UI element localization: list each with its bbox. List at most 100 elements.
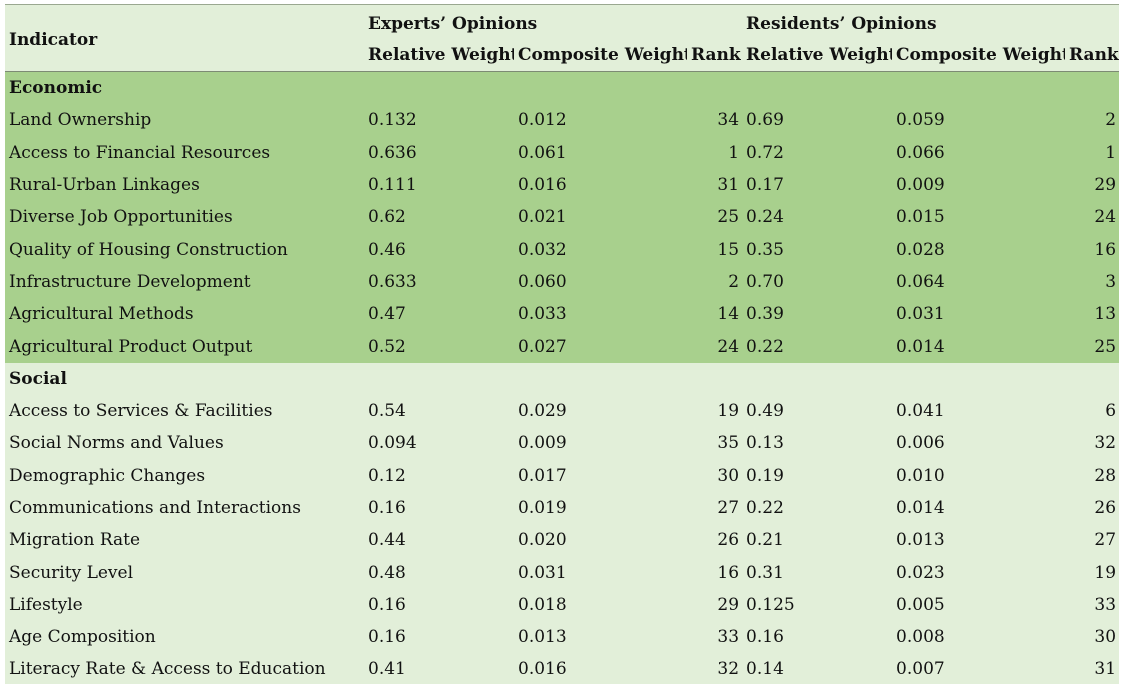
cell-experts-relative-weight: 0.633 bbox=[364, 265, 514, 299]
cell-residents-relative-weight: 0.22 bbox=[742, 330, 893, 363]
cell-residents-rank: 1 bbox=[1065, 136, 1120, 169]
indicator-weights-table: Indicator Experts’ Opinions Residents’ O… bbox=[5, 5, 1120, 686]
cell-experts-composite-weight: 0.033 bbox=[514, 298, 687, 331]
table-row: Diverse Job Opportunities 0.62 0.021 25 0.24… bbox=[5, 201, 1120, 234]
cell-experts-relative-weight: 0.62 bbox=[364, 201, 514, 234]
table-row: Lifestyle 0.16 0.018 29 0.125 0.005 33 bbox=[5, 589, 1119, 621]
table-row: Agricultural Methods 0.47 0.033 14 0.39 0.031… bbox=[5, 298, 1120, 331]
cell-residents-relative-weight: 0.125 bbox=[746, 594, 795, 615]
cell-residents-rank: 31 bbox=[1094, 659, 1117, 680]
cell-residents-relative-weight: 0.39 bbox=[742, 298, 893, 331]
cell-residents-rank: 32 bbox=[1094, 433, 1117, 454]
header-row-groups: Indicator Experts’ Opinions Residents’ O… bbox=[5, 5, 1119, 50]
section-row-social: Social bbox=[5, 363, 1119, 395]
cell-indicator: Migration Rate bbox=[9, 530, 141, 551]
header-experts-opinions: Experts’ Opinions bbox=[368, 13, 538, 34]
cell-experts-relative-weight: 0.47 bbox=[364, 298, 514, 331]
header-residents-rank: Rank bbox=[1069, 45, 1119, 65]
cell-indicator: Diverse Job Opportunities bbox=[5, 201, 364, 234]
cell-experts-relative-weight: 0.52 bbox=[364, 330, 514, 363]
cell-experts-rank: 24 bbox=[687, 330, 743, 363]
cell-indicator: Access to Services & Facilities bbox=[9, 401, 273, 422]
cell-residents-relative-weight: 0.17 bbox=[742, 168, 893, 202]
header-residents-opinions: Residents’ Opinions bbox=[746, 13, 937, 34]
cell-indicator: Agricultural Product Output bbox=[5, 330, 364, 363]
header-indicator: Indicator bbox=[9, 29, 98, 50]
cell-residents-rank: 13 bbox=[1065, 298, 1120, 331]
table-row: Rural-Urban Linkages 0.111 0.016 31 0.17 0.00… bbox=[5, 168, 1120, 202]
cell-experts-rank: 1 bbox=[687, 136, 743, 169]
cell-residents-composite-weight: 0.041 bbox=[896, 401, 945, 422]
cell-residents-composite-weight: 0.064 bbox=[892, 265, 1066, 299]
cell-experts-composite-weight: 0.032 bbox=[514, 233, 687, 266]
cell-experts-rank: 14 bbox=[687, 298, 743, 331]
cell-experts-composite-weight: 0.061 bbox=[514, 136, 687, 169]
table-row: Infrastructure Development 0.633 0.060 2 0.7… bbox=[5, 265, 1120, 299]
cell-residents-rank: 6 bbox=[1105, 401, 1117, 422]
cell-experts-rank: 33 bbox=[717, 627, 740, 648]
cell-experts-rank: 27 bbox=[717, 498, 740, 518]
cell-experts-relative-weight: 0.16 bbox=[368, 594, 406, 615]
cell-residents-rank: 30 bbox=[1094, 627, 1117, 648]
cell-experts-relative-weight: 0.16 bbox=[368, 498, 406, 518]
cell-residents-rank: 24 bbox=[1065, 201, 1120, 234]
cell-indicator: Infrastructure Development bbox=[5, 265, 364, 299]
cell-residents-relative-weight: 0.22 bbox=[746, 498, 784, 518]
cell-residents-rank: 19 bbox=[1094, 562, 1117, 583]
header-experts-relative-weight: Relative Weight bbox=[368, 45, 514, 65]
cell-residents-composite-weight: 0.006 bbox=[896, 433, 945, 454]
cell-experts-composite-weight: 0.018 bbox=[518, 594, 567, 615]
indicator-weights-table-container: Indicator Experts’ Opinions Residents’ O… bbox=[5, 4, 1120, 686]
cell-experts-composite-weight: 0.029 bbox=[518, 401, 567, 422]
section-title: Social bbox=[9, 368, 67, 389]
table-row: Security Level 0.48 0.031 16 0.31 0.023 19 bbox=[5, 556, 1119, 588]
cell-residents-rank: 27 bbox=[1094, 530, 1117, 551]
cell-experts-relative-weight: 0.12 bbox=[368, 465, 406, 486]
section-title: Economic bbox=[5, 71, 1120, 105]
cell-experts-composite-weight: 0.060 bbox=[514, 265, 687, 299]
cell-experts-rank: 25 bbox=[687, 201, 743, 234]
cell-residents-relative-weight: 0.72 bbox=[742, 136, 893, 169]
cell-residents-composite-weight: 0.031 bbox=[892, 298, 1066, 331]
table-row: Literacy Rate & Access to Education 0.41 0… bbox=[5, 653, 1119, 685]
header-row-columns: Relative Weight Composite Weight Rank Re… bbox=[5, 39, 1120, 72]
cell-experts-relative-weight: 0.46 bbox=[364, 233, 514, 266]
cell-experts-composite-weight: 0.016 bbox=[518, 659, 567, 680]
cell-experts-composite-weight: 0.021 bbox=[514, 201, 687, 234]
cell-experts-composite-weight: 0.020 bbox=[518, 530, 567, 551]
table-row: Communications and Interactions 0.16 0.019… bbox=[5, 492, 1119, 524]
header-residents-composite-weight: Composite Weight bbox=[896, 45, 1066, 65]
cell-experts-rank: 30 bbox=[717, 465, 740, 486]
cell-indicator: Demographic Changes bbox=[9, 465, 206, 486]
table-row: Access to Services & Facilities 0.54 0.029… bbox=[5, 395, 1119, 427]
cell-experts-rank: 15 bbox=[687, 233, 743, 266]
table-row: Access to Financial Resources 0.636 0.061 1… bbox=[5, 136, 1120, 169]
table-row: Social Norms and Values 0.094 0.009 35 0.13 0… bbox=[5, 427, 1119, 459]
cell-residents-rank: 33 bbox=[1094, 594, 1117, 615]
cell-residents-rank: 16 bbox=[1065, 233, 1120, 266]
cell-experts-relative-weight: 0.41 bbox=[368, 659, 406, 680]
table-row: Agricultural Product Output 0.52 0.027 24 0.… bbox=[5, 330, 1120, 363]
cell-residents-composite-weight: 0.066 bbox=[892, 136, 1066, 169]
table-row: Migration Rate 0.44 0.020 26 0.21 0.013 27 bbox=[5, 524, 1119, 556]
table-row: Age Composition 0.16 0.013 33 0.16 0.008 30 bbox=[5, 621, 1119, 653]
cell-residents-rank: 2 bbox=[1065, 104, 1120, 137]
cell-residents-composite-weight: 0.007 bbox=[896, 659, 945, 680]
cell-residents-composite-weight: 0.028 bbox=[892, 233, 1066, 266]
cell-experts-composite-weight: 0.017 bbox=[518, 465, 567, 486]
cell-experts-composite-weight: 0.027 bbox=[514, 330, 687, 363]
cell-indicator: Communications and Interactions bbox=[9, 498, 301, 518]
header-experts-composite-weight: Composite Weight bbox=[518, 45, 687, 65]
cell-experts-composite-weight: 0.012 bbox=[514, 104, 687, 137]
cell-experts-rank: 34 bbox=[687, 104, 743, 137]
cell-indicator: Access to Financial Resources bbox=[5, 136, 364, 169]
cell-experts-relative-weight: 0.54 bbox=[368, 401, 406, 422]
cell-indicator: Lifestyle bbox=[9, 594, 83, 615]
cell-residents-relative-weight: 0.35 bbox=[742, 233, 893, 266]
cell-indicator: Age Composition bbox=[9, 627, 156, 648]
cell-experts-composite-weight: 0.019 bbox=[518, 498, 567, 518]
cell-experts-composite-weight: 0.013 bbox=[518, 627, 567, 648]
cell-residents-composite-weight: 0.008 bbox=[896, 627, 945, 648]
cell-residents-composite-weight: 0.009 bbox=[892, 168, 1066, 202]
cell-residents-relative-weight: 0.14 bbox=[746, 659, 784, 680]
